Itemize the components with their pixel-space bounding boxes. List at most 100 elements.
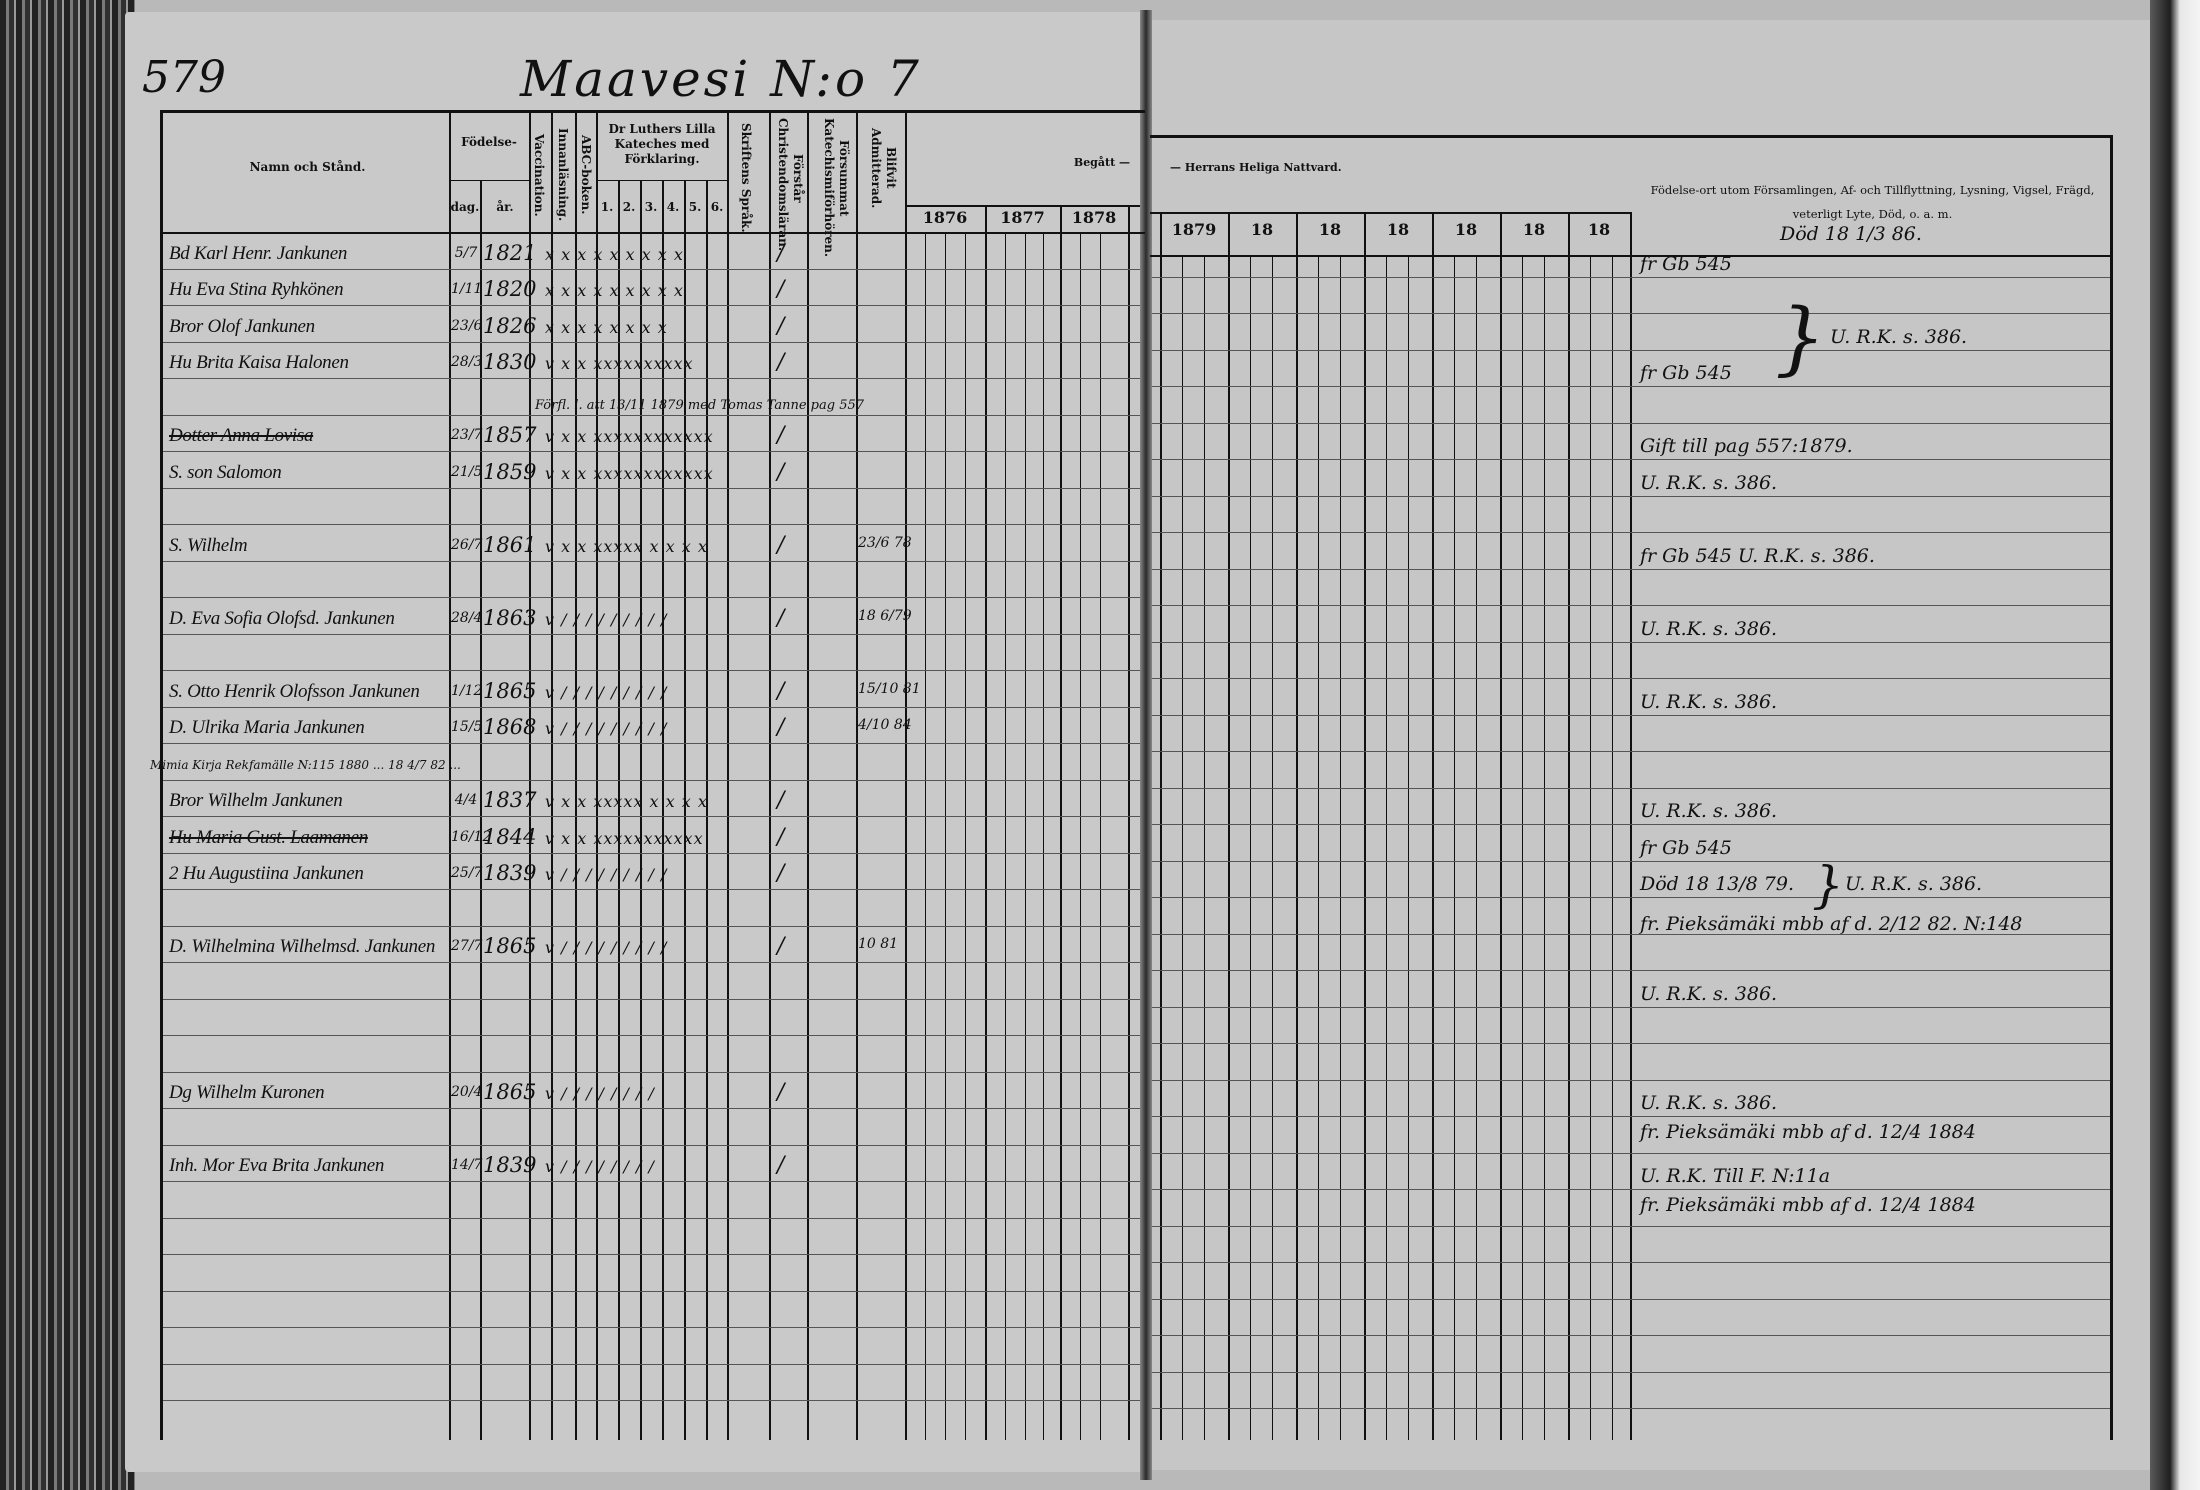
admission-note: 15/10 81 <box>858 680 921 697</box>
entry-birth-day: 28/3 <box>451 354 483 370</box>
entry-birth-year: 1839 <box>483 861 537 885</box>
column-divider <box>596 110 598 1440</box>
header-birth-day: dag. <box>450 200 480 214</box>
entry-name: D. Eva Sofia Olofsd. Jankunen <box>169 607 395 629</box>
column-divider <box>551 110 553 1440</box>
row-rule <box>1152 787 2110 789</box>
row-rule <box>1152 1043 2110 1044</box>
entry-scripture-mark: / <box>777 532 785 558</box>
sub-column-divider <box>1476 255 1477 1440</box>
remark-note: U. R.K. s. 386. <box>1640 800 1778 822</box>
sub-column-divider <box>945 232 946 1440</box>
row-rule <box>163 560 1140 562</box>
row-rule <box>1152 1079 2110 1081</box>
header-year: 18 <box>1250 220 1274 239</box>
entry-birth-year: 1837 <box>483 788 537 812</box>
header-christian: Förstår Christendomsläran. <box>776 118 805 251</box>
year-divider <box>985 205 987 1440</box>
remark-note: Död 18 1/3 86. <box>1780 223 1922 246</box>
entry-birth-day: 26/7 <box>451 536 483 553</box>
table-top-border <box>1150 135 2112 138</box>
row-rule <box>163 378 1140 379</box>
entry-scripture-mark: / <box>777 934 785 959</box>
entry-catechism-marks: v x x xxxxxxxxxxxx <box>545 463 714 483</box>
table-row: S. Wilhelm 26/7 1861 v x x xxxxx x x x x / <box>163 533 903 563</box>
header-year: 1879 <box>1171 220 1217 239</box>
sub-column-divider <box>1204 255 1205 1440</box>
year-divider <box>1630 212 1632 1440</box>
sub-column-divider <box>1544 255 1545 1440</box>
entry-catechism-marks: x x x x x x x x <box>545 317 668 337</box>
sub-column-divider <box>1318 255 1319 1440</box>
sub-column-divider <box>965 232 966 1440</box>
row-rule <box>163 597 1140 598</box>
table-row: Bror Wilhelm Jankunen 4/4 1837 v x x xxxxx … <box>163 788 903 818</box>
year-divider <box>1364 212 1366 1440</box>
entry-birth-day: 20/4 <box>451 1084 483 1100</box>
entry-catechism-marks: v x x xxxxx x x x x <box>545 792 708 811</box>
margin-note: Förfl. l. att 13/11 1879 med Tomas Tanne… <box>535 398 865 413</box>
table-row: Hu Maria Gust. Laamanen 16/12 1844 v x x xx… <box>163 825 903 855</box>
year-divider <box>1432 212 1434 1440</box>
book-fold <box>1140 10 1152 1480</box>
row-rule <box>1152 313 2110 314</box>
row-rule <box>163 341 1140 343</box>
header-divider <box>596 180 727 181</box>
entry-scripture-mark: / <box>777 1080 785 1105</box>
row-rule <box>163 524 1140 525</box>
remark-note: U. R.K. s. 386. <box>1845 873 1983 895</box>
admission-note: 18 6/79 <box>858 607 912 624</box>
entry-name: 2 Hu Augustiina Jankunen <box>169 863 364 884</box>
entry-birth-day: 5/7 <box>454 244 478 261</box>
entry-birth-year: 1826 <box>483 313 537 338</box>
entry-birth-day: 21/5 <box>451 463 483 480</box>
row-rule <box>163 1144 1140 1146</box>
column-divider <box>480 180 482 1440</box>
year-divider <box>1500 212 1502 1440</box>
sub-column-divider <box>1005 232 1006 1440</box>
row-rule <box>163 1108 1140 1109</box>
header-divider <box>1150 212 1630 214</box>
entry-birth-year: 1865 <box>483 678 537 703</box>
header-vaccination: Vaccination. <box>532 133 546 217</box>
entry-scripture-mark: / <box>777 240 785 266</box>
entry-name: S. Wilhelm <box>169 534 248 556</box>
year-divider <box>1160 212 1162 1440</box>
year-divider <box>1296 212 1298 1440</box>
row-rule <box>1152 495 2110 497</box>
entry-birth-day: 16/12 <box>451 828 492 845</box>
remark-note: U. R.K. s. 386. <box>1640 617 1778 640</box>
row-rule <box>1152 860 2110 862</box>
remark-note: U. R.K. Till F. N:11a <box>1640 1165 1831 1187</box>
row-rule <box>163 670 1140 671</box>
remark-note: U. R.K. s. 386. <box>1830 325 1968 348</box>
header-birth-year: år. <box>496 200 514 214</box>
sub-column-divider <box>1025 232 1026 1440</box>
column-divider <box>706 180 708 1440</box>
row-rule <box>1152 386 2110 387</box>
bracket-mark: } <box>1775 290 1826 384</box>
row-rule <box>1152 605 2110 606</box>
column-divider <box>449 110 451 1440</box>
entry-birth-day: 15/5 <box>451 719 483 735</box>
entry-scripture-mark: / <box>777 715 785 740</box>
header-missed: Försummat Katechismiförhören. <box>822 118 851 258</box>
entry-catechism-marks: v / / / / / / / / / <box>545 682 668 702</box>
remark-note: fr. Pieksämäki mbb af d. 2/12 82. N:148 <box>1640 913 2023 936</box>
remark-note: fr Gb 545 <box>1640 836 1732 859</box>
remark-note: U. R.K. s. 386. <box>1640 690 1778 713</box>
sub-column-divider <box>1408 255 1409 1440</box>
row-rule <box>163 706 1140 708</box>
header-catechism-part: 5. <box>688 200 702 214</box>
page-title: Maavesi N:o 7 <box>520 50 922 108</box>
header-year: 1876 <box>922 208 968 227</box>
entry-birth-day: 28/4 <box>451 609 483 626</box>
year-divider <box>1128 205 1130 1440</box>
row-rule <box>163 779 1140 781</box>
header-year: 18 <box>1318 220 1342 239</box>
entry-birth-day: 23/7 <box>451 427 483 443</box>
row-rule <box>1152 1006 2110 1008</box>
header-catechism-part: 1. <box>600 200 614 214</box>
remark-note: fr Gb 545 <box>1640 362 1732 384</box>
row-rule <box>163 305 1140 306</box>
